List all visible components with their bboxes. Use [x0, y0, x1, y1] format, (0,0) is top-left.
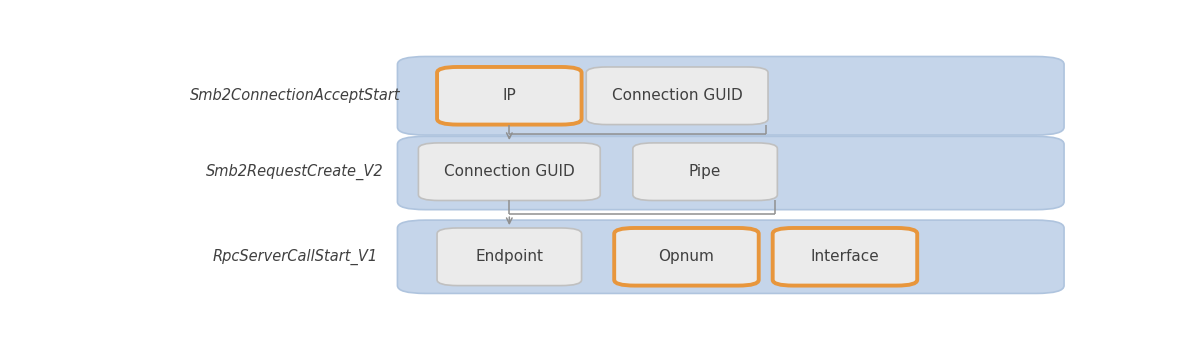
FancyBboxPatch shape: [397, 56, 1063, 135]
Text: RpcServerCallStart_V1: RpcServerCallStart_V1: [212, 249, 378, 265]
FancyBboxPatch shape: [419, 143, 600, 201]
Text: Connection GUID: Connection GUID: [612, 88, 742, 103]
FancyBboxPatch shape: [633, 143, 777, 201]
FancyBboxPatch shape: [397, 220, 1063, 293]
Text: Endpoint: Endpoint: [475, 249, 544, 264]
Text: Interface: Interface: [811, 249, 879, 264]
Text: Connection GUID: Connection GUID: [444, 164, 575, 179]
FancyBboxPatch shape: [615, 228, 759, 286]
Text: IP: IP: [503, 88, 516, 103]
FancyBboxPatch shape: [437, 67, 581, 124]
Text: Smb2RequestCreate_V2: Smb2RequestCreate_V2: [206, 164, 384, 180]
FancyBboxPatch shape: [397, 136, 1063, 210]
Text: Smb2ConnectionAcceptStart: Smb2ConnectionAcceptStart: [190, 88, 401, 103]
FancyBboxPatch shape: [772, 228, 917, 286]
Text: Opnum: Opnum: [658, 249, 715, 264]
FancyBboxPatch shape: [437, 228, 581, 286]
Text: Pipe: Pipe: [689, 164, 722, 179]
FancyBboxPatch shape: [586, 67, 768, 124]
